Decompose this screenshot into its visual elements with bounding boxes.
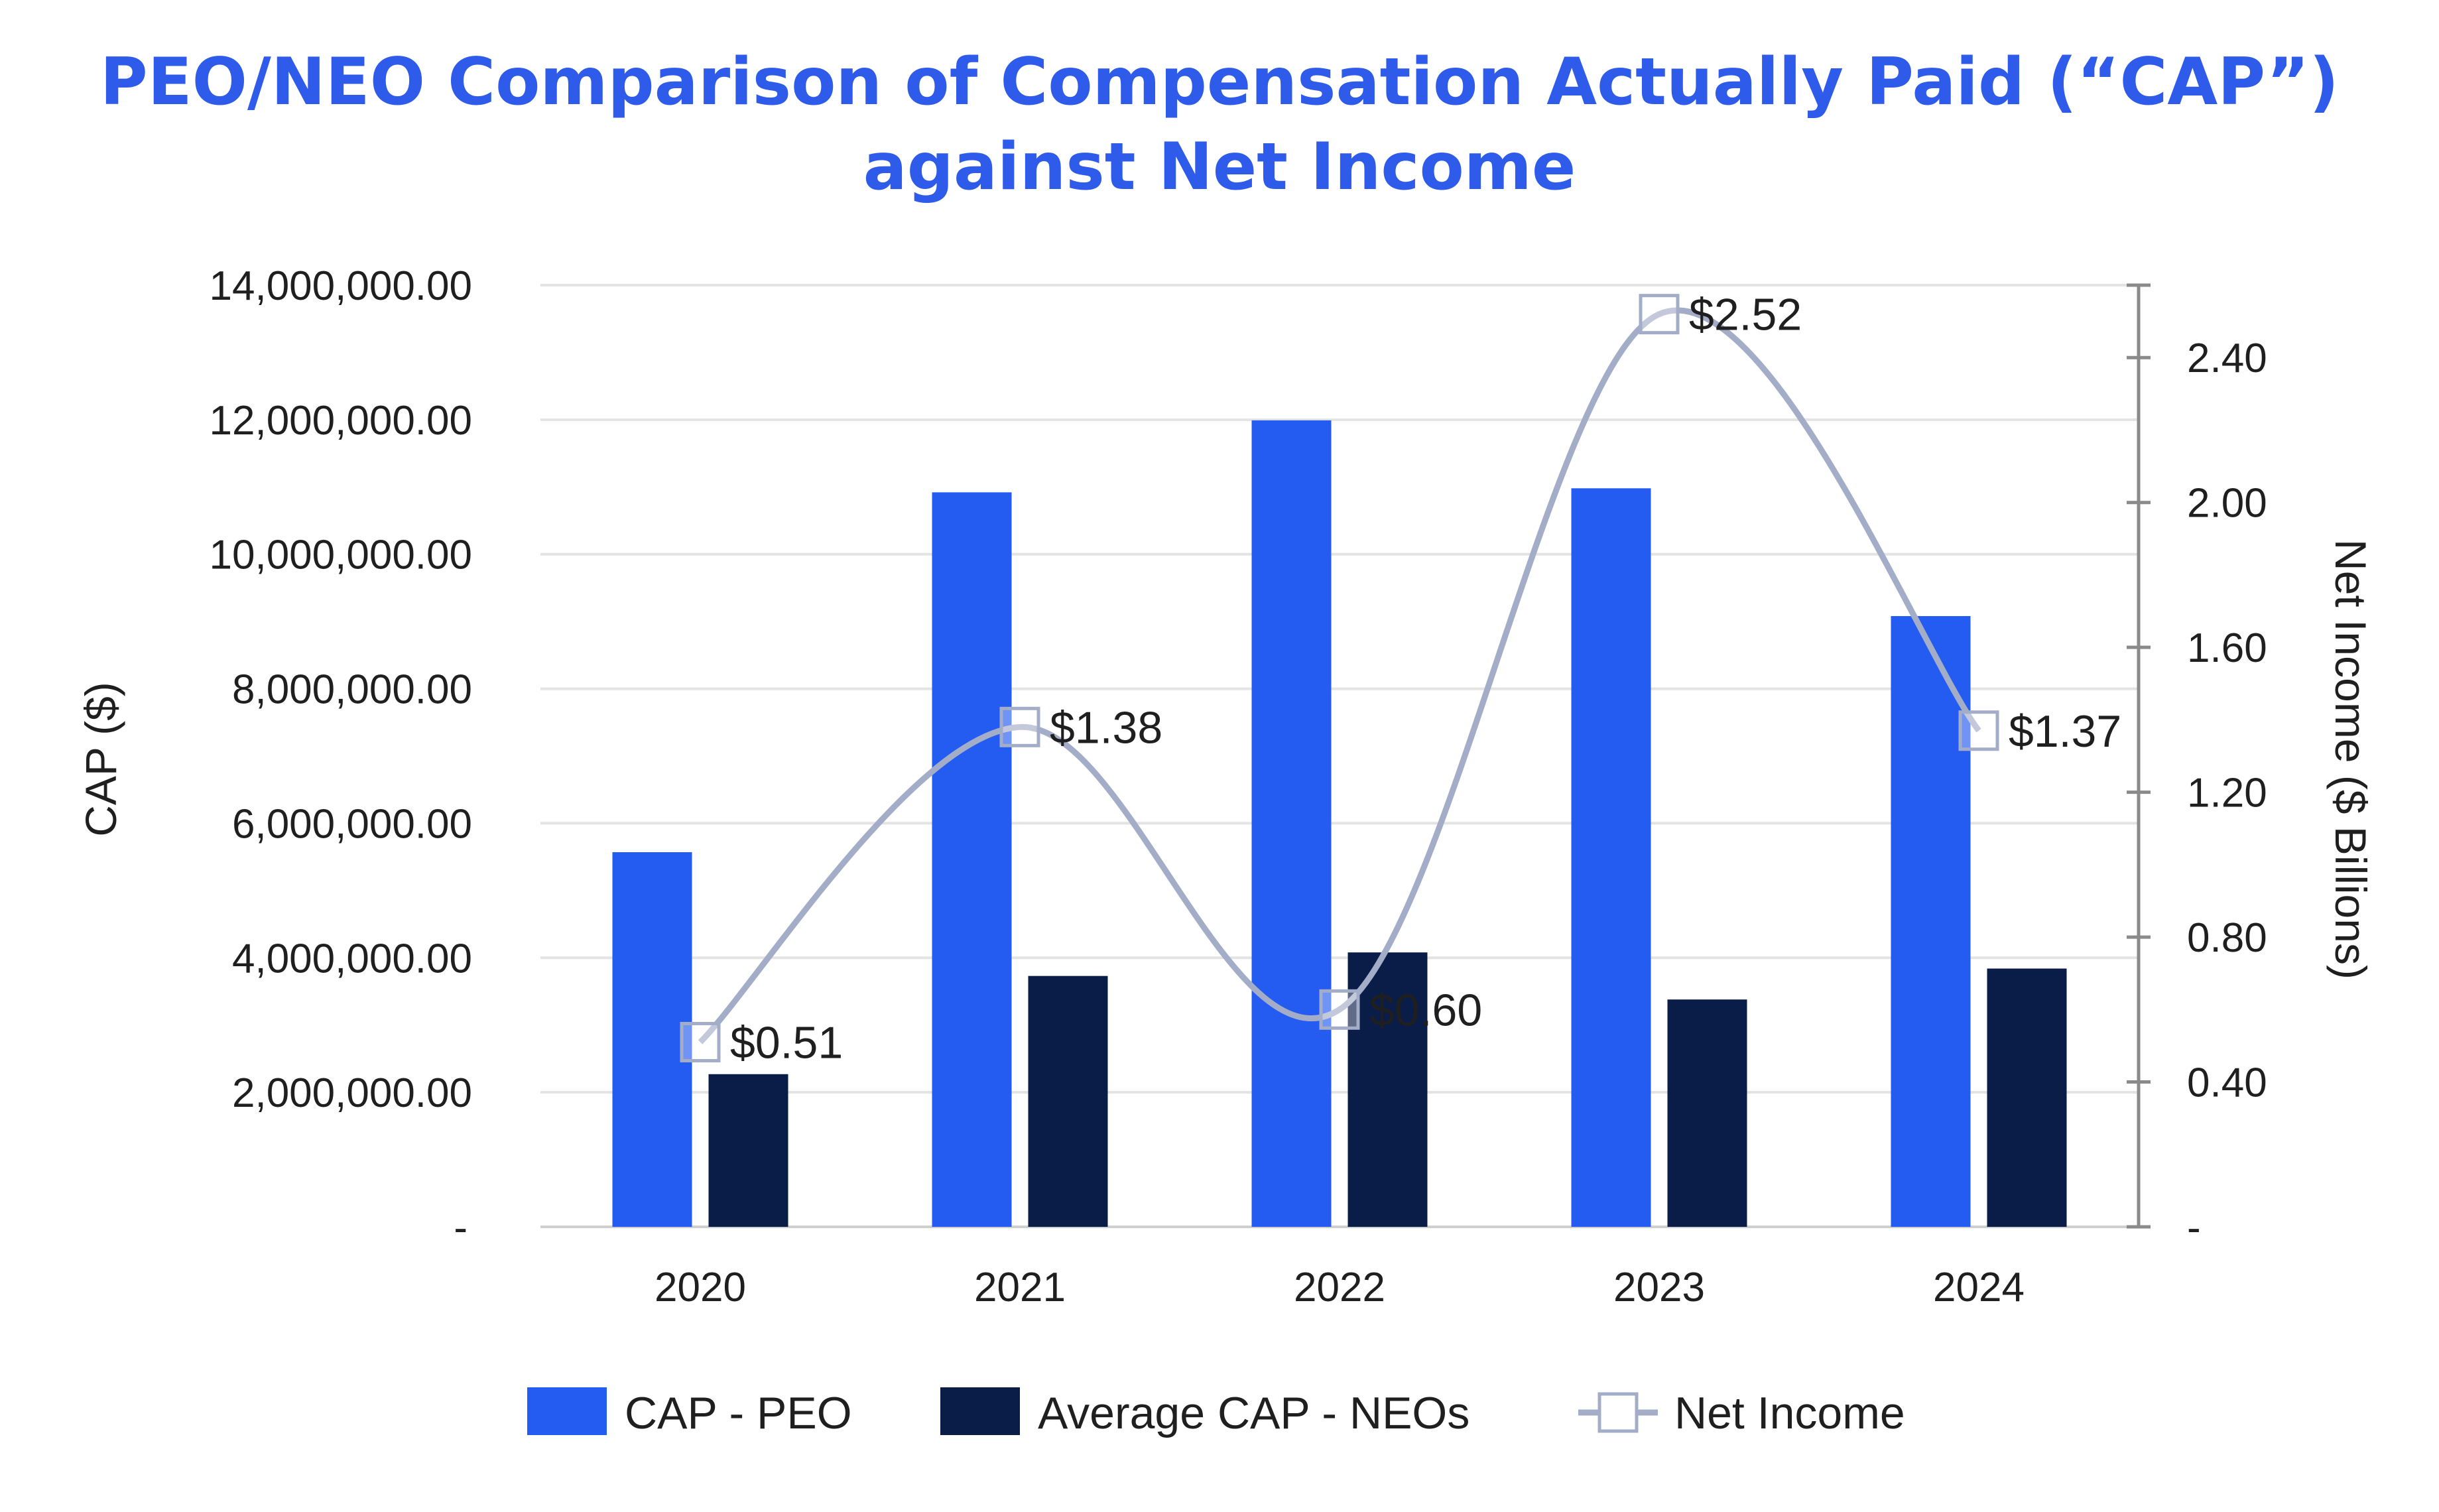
x-tick-label-2023: 2023 xyxy=(1613,1265,1705,1310)
right-tick-label-0: - xyxy=(2187,1205,2201,1251)
x-tick-label-2024: 2024 xyxy=(1933,1265,2025,1310)
right-tick-label-5: 2.00 xyxy=(2187,481,2267,527)
bar-cap-peo-2022 xyxy=(1251,420,1332,1228)
chart-title-line-1: PEO/NEO Comparison of Compensation Actua… xyxy=(99,44,2340,120)
chart-title: PEO/NEO Comparison of Compensation Actua… xyxy=(0,40,2439,210)
right-tick-label-3: 1.20 xyxy=(2187,771,2267,816)
legend: CAP - PEO Average CAP - NEOs Net Income xyxy=(527,1387,1905,1438)
net-income-line xyxy=(698,307,1981,1044)
right-tick-label-6: 2.40 xyxy=(2187,336,2267,381)
bar-series xyxy=(612,420,2067,1228)
net-income-marker-2023 xyxy=(1639,294,1680,335)
left-axis-title: CAP ($) xyxy=(76,682,125,837)
legend-label-net-income: Net Income xyxy=(1674,1388,1905,1438)
bar-avg-cap-neos-2024 xyxy=(1987,968,2067,1227)
legend-swatch-cap-peo xyxy=(527,1387,607,1435)
bar-cap-peo-2020 xyxy=(612,852,692,1227)
bar-avg-cap-neos-2023 xyxy=(1667,999,1747,1227)
bar-cap-peo-2021 xyxy=(932,492,1012,1227)
bar-avg-cap-neos-2022 xyxy=(1347,952,1428,1227)
right-tick-label-1: 0.40 xyxy=(2187,1060,2267,1106)
net-income-marker-2020 xyxy=(680,1021,721,1062)
left-tick-label-4: 8,000,000.00 xyxy=(232,667,472,713)
left-tick-label-0: - xyxy=(454,1205,468,1251)
net-income-marker-2024 xyxy=(1958,710,1999,751)
gridlines xyxy=(540,284,2139,1228)
left-tick-label-3: 6,000,000.00 xyxy=(232,801,472,847)
net-income-line-series: $0.51 $1.38 $0.60 $2.52 $1.37 xyxy=(680,290,2121,1068)
right-axis-title: Net Income ($ Billions) xyxy=(2326,539,2375,979)
net-income-data-label-2022: $0.60 xyxy=(1369,985,1482,1035)
legend-swatch-net-income-marker xyxy=(1597,1392,1639,1433)
x-tick-label-2022: 2022 xyxy=(1294,1265,1385,1310)
left-tick-label-5: 10,000,000.00 xyxy=(210,533,473,578)
right-tick-label-4: 1.60 xyxy=(2187,625,2267,671)
legend-swatch-avg-cap-neos xyxy=(940,1387,1020,1435)
bar-cap-peo-2024 xyxy=(1891,616,1971,1227)
net-income-data-label-2020: $0.51 xyxy=(730,1017,843,1068)
left-tick-label-2: 4,000,000.00 xyxy=(232,936,472,981)
left-tick-label-7: 14,000,000.00 xyxy=(210,263,473,309)
net-income-data-label-2023: $2.52 xyxy=(1689,290,1802,340)
x-tick-label-2021: 2021 xyxy=(974,1265,1066,1310)
axes: - 2,000,000.00 4,000,000.00 6,000,000.00 8,0… xyxy=(76,263,2375,1310)
net-income-marker-2021 xyxy=(999,706,1040,747)
bar-cap-peo-2023 xyxy=(1571,488,1651,1228)
net-income-data-label-2024: $1.37 xyxy=(2009,706,2121,757)
chart-title-line-2: against Net Income xyxy=(863,129,1576,205)
net-income-marker-2022 xyxy=(1319,989,1360,1030)
legend-label-avg-cap-neos: Average CAP - NEOs xyxy=(1038,1388,1470,1438)
x-tick-label-2020: 2020 xyxy=(655,1265,746,1310)
right-tick-label-2: 0.80 xyxy=(2187,915,2267,961)
left-tick-label-1: 2,000,000.00 xyxy=(232,1070,472,1116)
left-tick-label-6: 12,000,000.00 xyxy=(210,398,473,444)
bar-avg-cap-neos-2020 xyxy=(708,1074,788,1227)
net-income-data-label-2021: $1.38 xyxy=(1050,702,1162,753)
bar-avg-cap-neos-2021 xyxy=(1028,976,1108,1227)
legend-label-cap-peo: CAP - PEO xyxy=(625,1388,852,1438)
